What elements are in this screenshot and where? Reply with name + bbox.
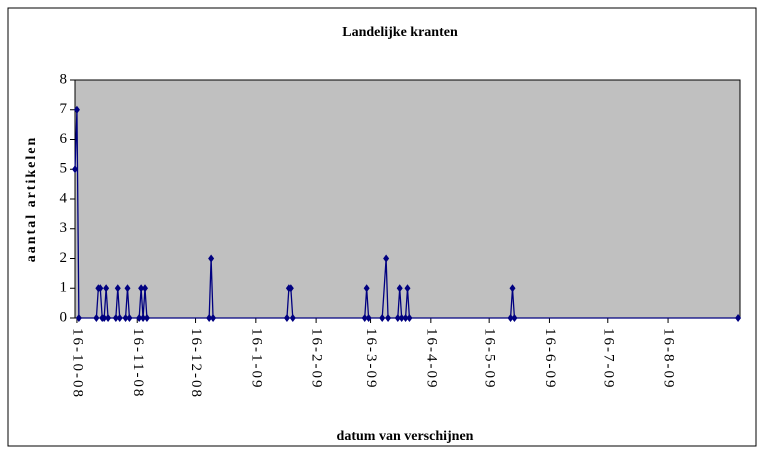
y-tick-label: 6 (60, 131, 68, 147)
data-marker (365, 314, 372, 322)
y-tick-label: 1 (60, 280, 68, 296)
y-tick-label: 5 (60, 161, 68, 177)
data-marker (383, 254, 390, 263)
x-tick-label: 16-8-09 (661, 328, 677, 390)
data-marker (394, 314, 401, 322)
data-marker (289, 314, 296, 322)
data-marker (283, 314, 290, 322)
data-marker (511, 314, 518, 322)
data-marker (406, 314, 413, 322)
y-tick-label: 3 (60, 220, 68, 236)
x-tick-label: 16-10-08 (70, 328, 86, 399)
x-tick-label: 16-4-09 (423, 328, 439, 390)
plot-area (74, 79, 741, 319)
data-marker (140, 314, 147, 322)
data-marker (142, 284, 148, 293)
x-tick-label: 16-6-09 (542, 328, 558, 390)
x-tick-label: 16-2-09 (309, 328, 325, 390)
data-marker (404, 284, 411, 293)
data-marker (124, 284, 131, 293)
data-marker (138, 284, 145, 293)
y-axis-title: aantal artikelen (24, 136, 39, 263)
data-marker (143, 314, 150, 322)
data-marker (116, 314, 123, 322)
data-marker (379, 314, 386, 322)
data-marker (385, 314, 392, 322)
x-tick-label: 16-3-09 (363, 328, 379, 390)
data-marker (93, 314, 100, 322)
data-marker (105, 314, 112, 322)
data-line (74, 109, 739, 319)
x-axis-title: datum van verschijnen (337, 429, 474, 444)
data-marker (97, 284, 104, 293)
data-marker (122, 314, 129, 322)
x-tick-label: 16-5-09 (482, 328, 498, 390)
data-marker (396, 284, 403, 293)
data-marker (287, 284, 294, 293)
data-marker (72, 165, 78, 174)
data-marker (398, 314, 405, 322)
data-marker (73, 105, 80, 114)
y-tick-label: 8 (60, 71, 68, 87)
data-marker (103, 284, 110, 293)
data-marker (101, 314, 108, 322)
data-marker (363, 284, 370, 293)
x-tick-label: 16-12-08 (188, 328, 204, 399)
y-tick-label: 4 (60, 190, 68, 206)
y-tick-label: 2 (60, 250, 68, 266)
data-marker (126, 314, 133, 322)
y-tick-label: 7 (60, 101, 68, 117)
x-tick-label: 16-7-09 (600, 328, 616, 390)
data-marker (210, 314, 217, 322)
y-tick-label: 0 (60, 309, 68, 325)
x-tick-label: 16-1-09 (248, 328, 264, 390)
data-marker (509, 284, 516, 293)
data-marker (208, 254, 215, 263)
x-tick-label: 16-11-08 (130, 328, 146, 398)
data-marker (114, 284, 121, 293)
data-marker (735, 314, 742, 322)
data-marker (507, 314, 514, 322)
data-marker (136, 314, 143, 322)
data-marker (112, 314, 119, 322)
data-marker (206, 314, 213, 322)
chart-title: Landelijke kranten (342, 25, 458, 40)
data-marker (402, 314, 409, 322)
data-marker (361, 314, 368, 322)
data-marker (75, 314, 82, 322)
